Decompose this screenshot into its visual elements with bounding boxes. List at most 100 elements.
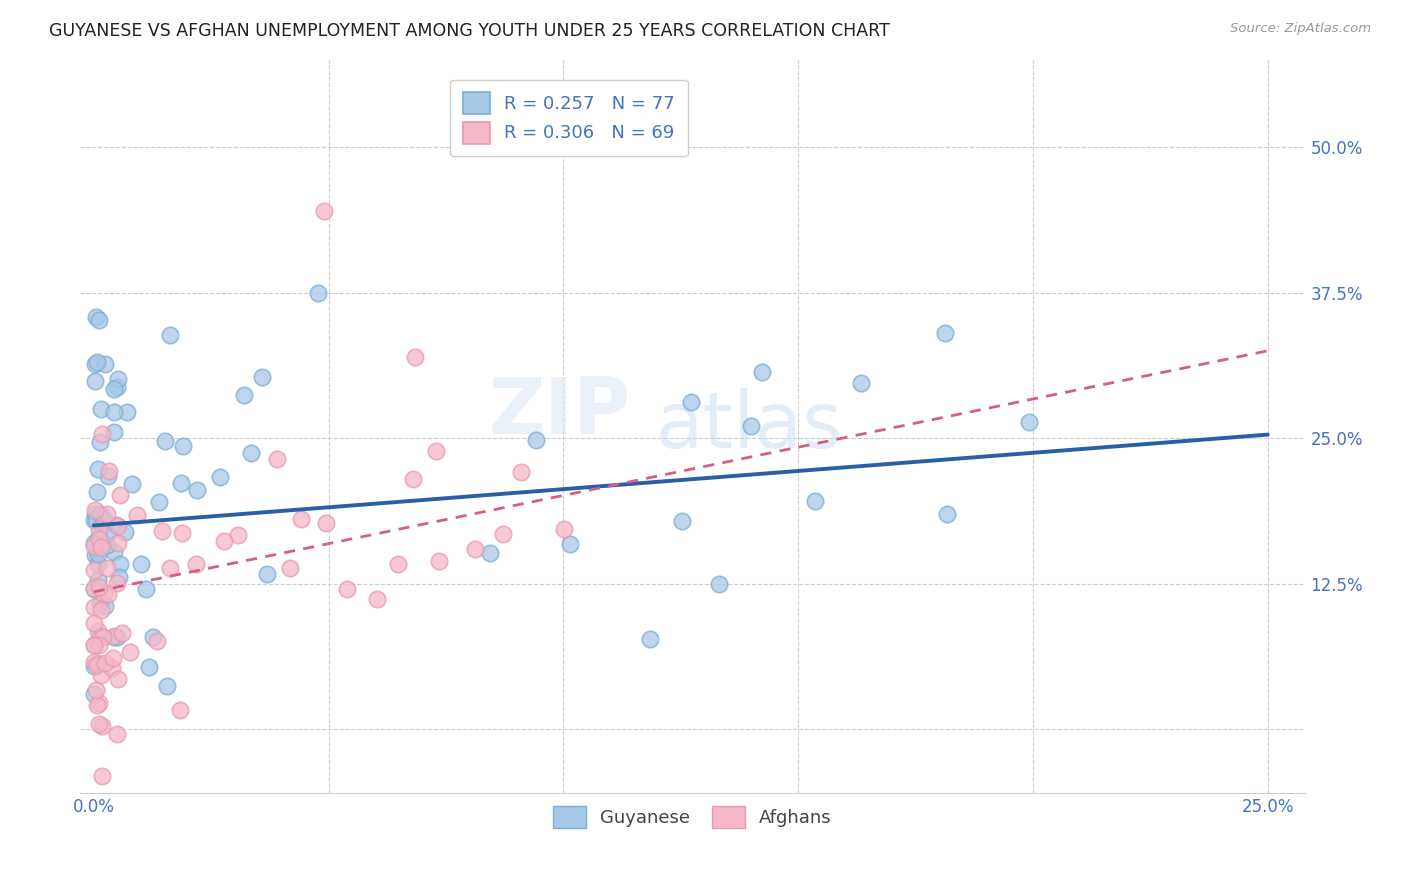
Point [553,522,575,536]
Point [84,513,107,527]
Point [86,354,108,368]
Point [83,539,105,553]
Point [96,561,118,575]
Point [89,580,111,594]
Point [105,630,128,644]
Point [104,518,127,533]
Point [404,350,426,364]
Point [679,395,702,409]
Point [107,518,129,533]
Point [83,659,105,673]
Point [492,527,515,541]
Point [510,465,533,479]
Point [366,591,388,606]
Point [308,285,330,300]
Point [90,603,112,617]
Point [83,687,105,701]
Point [97,469,120,483]
Point [103,405,125,419]
Point [86,485,108,500]
Point [312,204,335,219]
Point [87,624,110,638]
Point [336,582,359,596]
Point [105,727,128,741]
Point [93,587,115,601]
Point [558,536,581,550]
Point [87,529,110,543]
Point [170,525,193,540]
Point [107,371,129,385]
Point [87,573,110,587]
Point [142,630,165,644]
Point [153,434,176,448]
Point [96,538,118,552]
Point [96,507,118,521]
Point [129,558,152,572]
Point [105,576,128,591]
Point [91,516,114,531]
Point [125,508,148,522]
Point [479,546,502,560]
Point [936,507,959,521]
Point [290,512,312,526]
Point [105,380,128,394]
Point [96,527,118,541]
Point [115,405,138,419]
Point [803,493,825,508]
Point [83,616,105,631]
Point [186,483,208,497]
Point [402,472,425,486]
Point [86,658,108,673]
Point [103,425,125,440]
Point [159,561,181,575]
Point [849,376,872,390]
Point [103,382,125,396]
Point [114,525,136,540]
Point [89,532,111,546]
Point [1018,415,1040,429]
Point [89,638,111,652]
Point [148,495,170,509]
Point [638,632,661,646]
Point [84,357,107,371]
Point [87,461,110,475]
Point [83,655,105,669]
Point [84,374,107,388]
Text: GUYANESE VS AFGHAN UNEMPLOYMENT AMONG YOUTH UNDER 25 YEARS CORRELATION CHART: GUYANESE VS AFGHAN UNEMPLOYMENT AMONG YO… [49,22,890,40]
Point [146,634,169,648]
Point [83,582,105,597]
Point [671,514,693,528]
Point [83,548,105,562]
Point [170,476,193,491]
Point [387,557,409,571]
Point [86,557,108,571]
Point [707,576,730,591]
Point [464,541,486,556]
Point [150,524,173,539]
Text: Source: ZipAtlas.com: Source: ZipAtlas.com [1230,22,1371,36]
Point [103,544,125,558]
Point [172,439,194,453]
Point [108,557,131,571]
Point [91,427,114,442]
Point [84,507,107,521]
Point [86,656,108,670]
Point [83,536,105,550]
Point [94,357,117,371]
Point [89,629,111,643]
Point [89,435,111,450]
Point [86,698,108,713]
Point [121,477,143,491]
Point [84,683,107,698]
Point [169,703,191,717]
Point [226,527,249,541]
Point [107,535,129,549]
Point [83,638,105,652]
Point [103,629,125,643]
Point [120,645,142,659]
Point [90,668,112,682]
Point [83,513,105,527]
Point [90,402,112,417]
Point [256,567,278,582]
Point [83,638,105,652]
